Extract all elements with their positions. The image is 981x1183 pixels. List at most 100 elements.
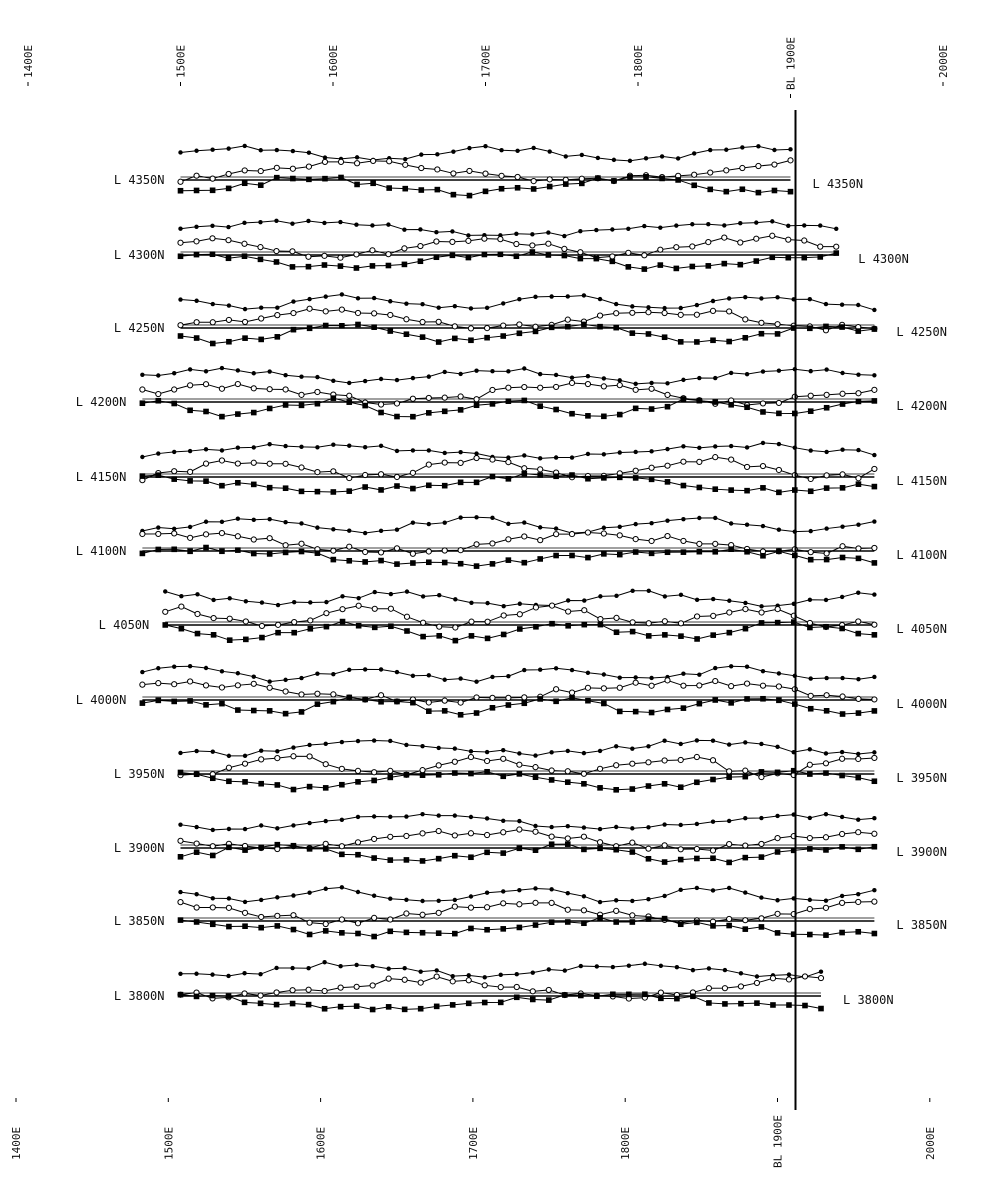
profile-marker: [410, 520, 416, 525]
profile-marker: [696, 484, 703, 491]
profile-marker: [564, 779, 571, 785]
top-axis-tick-label: BL 1900E: [785, 37, 798, 90]
profile-marker: [489, 540, 496, 547]
profile-marker: [193, 904, 200, 911]
profile-marker: [353, 983, 360, 990]
profile-marker: [409, 469, 416, 476]
profile-marker: [609, 258, 616, 265]
profile-marker: [680, 482, 687, 489]
profile-marker: [871, 708, 878, 714]
profile-marker: [171, 530, 178, 537]
profile-marker: [500, 333, 507, 339]
profile-marker: [290, 786, 297, 793]
profile-marker: [568, 530, 576, 538]
profile-marker: [337, 1003, 344, 1010]
profile-marker: [433, 238, 440, 245]
profile-marker: [710, 298, 716, 304]
profile-marker: [267, 516, 272, 522]
profile-marker: [452, 335, 458, 342]
profile-marker: [226, 615, 233, 622]
profile-marker: [581, 894, 587, 899]
profile-marker: [194, 824, 199, 830]
profile-marker: [250, 409, 257, 416]
profile-marker: [290, 965, 295, 971]
profile-marker: [234, 380, 241, 388]
profile-marker: [755, 162, 762, 170]
profile-marker: [774, 606, 781, 613]
profile-marker: [579, 180, 585, 187]
profile-marker: [457, 560, 464, 567]
survey-line-group: L 4350N L 4350N: [114, 143, 863, 199]
profile-marker: [743, 816, 748, 821]
profile-marker: [489, 705, 496, 711]
profile-marker: [473, 710, 480, 716]
profile-marker: [839, 471, 846, 478]
profile-marker: [613, 629, 620, 636]
profile-marker: [693, 753, 700, 761]
profile-marker: [242, 335, 248, 341]
profile-marker: [388, 299, 393, 304]
profile-marker: [337, 158, 345, 165]
profile-marker: [403, 929, 410, 936]
profile-marker: [299, 374, 304, 379]
profile-marker: [497, 984, 504, 991]
profile-marker: [203, 408, 209, 415]
profile-marker: [282, 402, 289, 408]
profile-marker: [420, 633, 426, 640]
profile-marker: [758, 915, 765, 922]
profile-trace: [180, 813, 875, 831]
survey-line-group: L 4050N L 4050N: [99, 588, 947, 644]
profile-marker: [354, 920, 362, 927]
profile-marker: [565, 748, 570, 754]
profile-marker: [823, 597, 829, 603]
profile-marker: [807, 556, 814, 563]
profile-marker: [489, 401, 496, 407]
profile-marker: [713, 375, 718, 381]
profile-marker: [839, 554, 846, 561]
profile-marker: [514, 972, 519, 977]
profile-marker: [581, 920, 587, 927]
profile-marker: [625, 249, 632, 256]
profile-marker: [839, 401, 846, 407]
profile-marker: [839, 844, 845, 850]
profile-marker: [177, 239, 184, 246]
profile-marker: [315, 374, 320, 380]
profile-marker: [403, 832, 410, 840]
profile-marker: [553, 372, 559, 378]
profile-marker: [530, 970, 535, 975]
profile-marker: [372, 589, 377, 595]
profile-marker: [282, 688, 289, 695]
profile-marker: [728, 521, 734, 526]
profile-marker: [473, 479, 480, 486]
profile-marker: [323, 623, 330, 630]
profile-marker: [521, 470, 528, 477]
profile-marker: [377, 692, 385, 699]
profile-marker: [140, 454, 145, 460]
profile-marker: [171, 468, 178, 475]
profile-marker: [435, 762, 442, 769]
profile-marker: [770, 219, 775, 224]
profile-marker: [331, 378, 336, 383]
profile-marker: [585, 413, 591, 419]
profile-marker: [436, 745, 441, 751]
profile-marker: [275, 629, 281, 636]
profile-marker: [839, 711, 846, 717]
profile-marker: [314, 550, 321, 556]
profile-marker: [211, 597, 216, 603]
profile-marker: [441, 459, 448, 466]
profile-marker: [532, 764, 539, 771]
profile-marker: [465, 1000, 472, 1007]
profile-marker: [394, 669, 400, 675]
profile-marker: [289, 987, 296, 994]
profile-marker: [823, 623, 829, 630]
profile-marker: [630, 826, 635, 831]
profile-marker: [839, 390, 846, 397]
bottom-axis-tick-label: 1600E: [315, 1127, 328, 1160]
profile-marker: [759, 815, 764, 821]
profile-marker: [267, 442, 272, 447]
profile-marker: [839, 693, 846, 700]
profile-marker: [218, 457, 226, 464]
profile-marker: [258, 219, 263, 225]
profile-marker: [484, 635, 491, 642]
profile-marker: [331, 442, 336, 447]
